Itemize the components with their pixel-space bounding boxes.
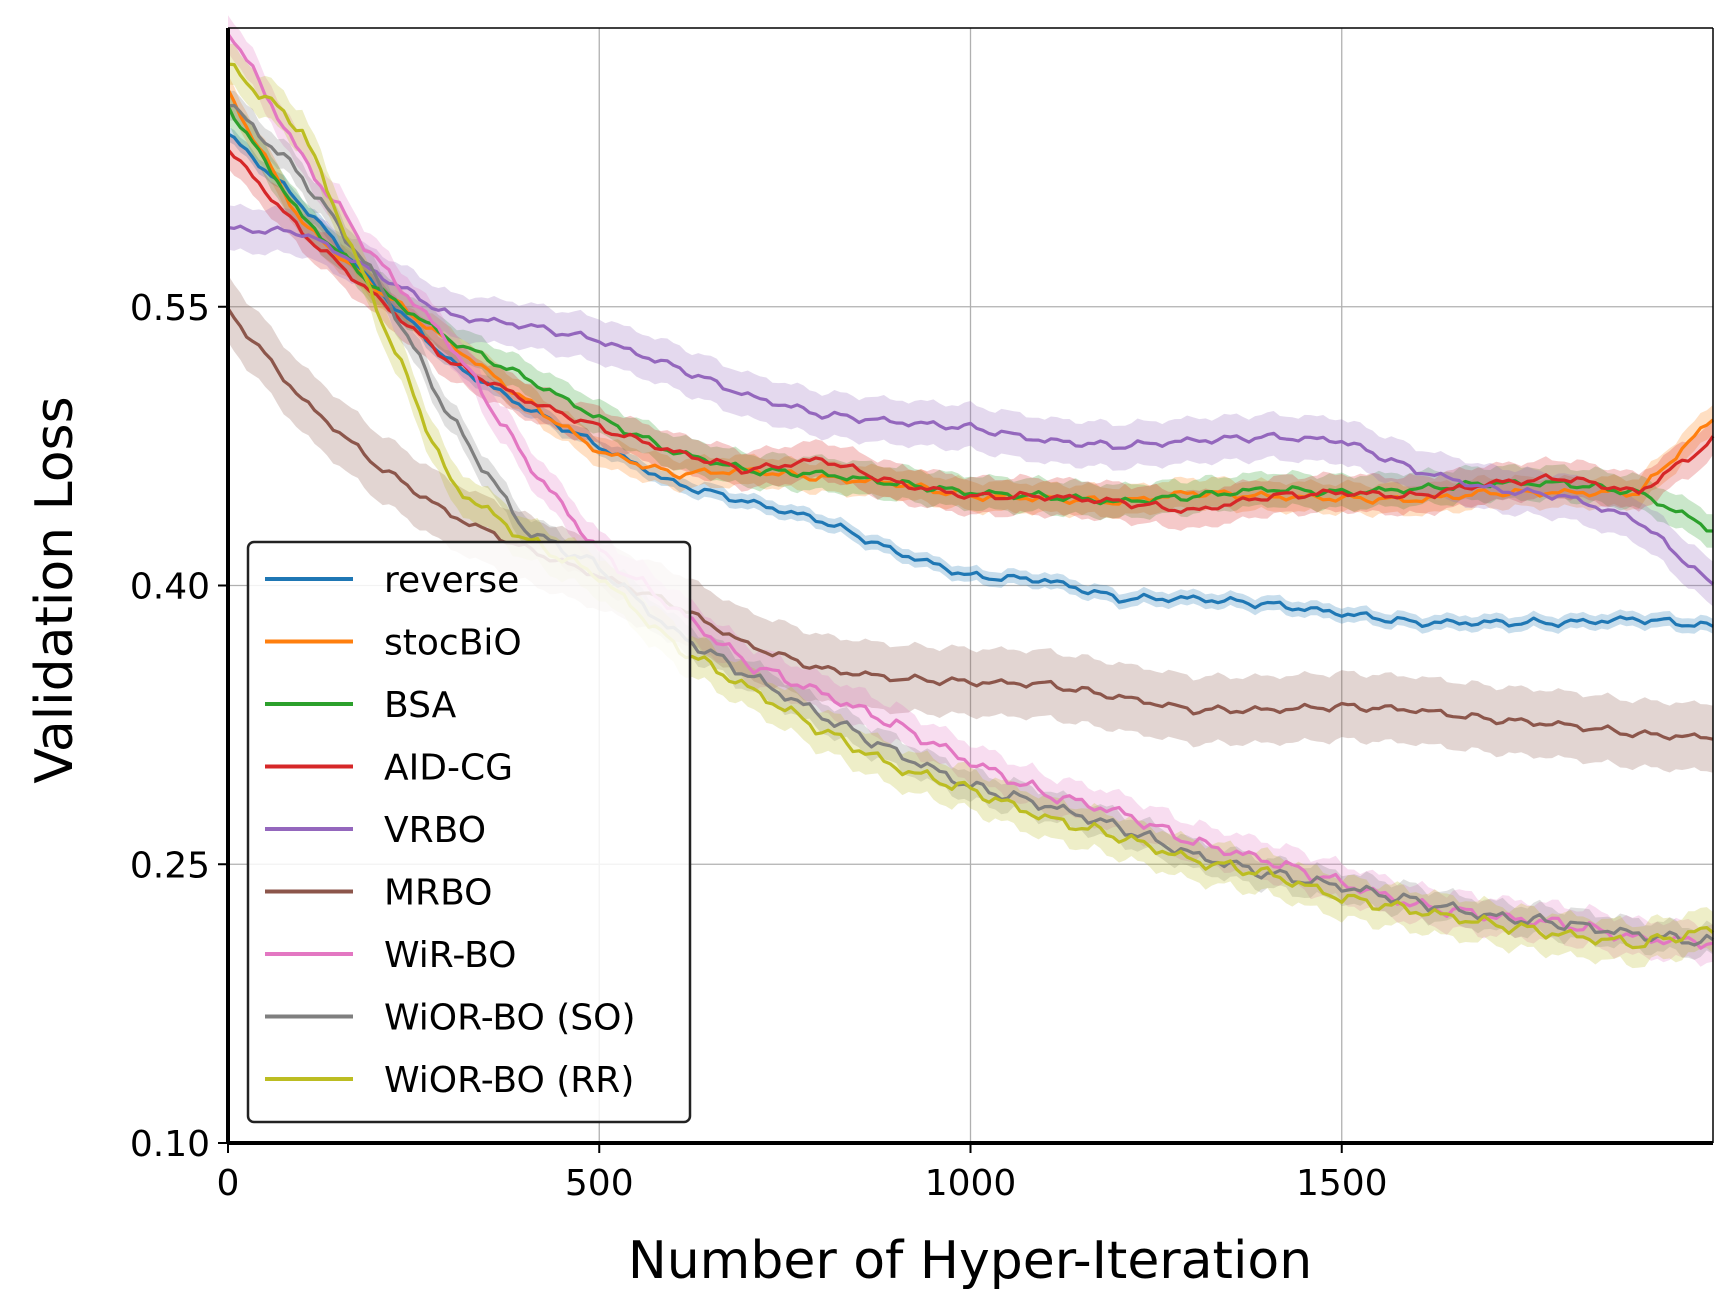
legend-item: WiR-BO <box>265 935 516 976</box>
legend-label: AID-CG <box>384 748 513 789</box>
legend-label: WiOR-BO (RR) <box>384 1060 634 1101</box>
y-tick-label: 0.25 <box>130 845 210 886</box>
x-tick-label: 500 <box>565 1163 634 1204</box>
legend-label: MRBO <box>384 873 492 914</box>
legend-item: WiOR-BO (SO) <box>265 998 636 1039</box>
x-axis-ticks: 0 500 1000 1500 <box>217 1143 1388 1204</box>
legend-label: VRBO <box>384 810 486 851</box>
legend-label: WiOR-BO (SO) <box>384 998 636 1039</box>
band-aid-cg <box>228 130 1713 531</box>
x-axis-label: Number of Hyper-Iteration <box>628 1231 1312 1291</box>
series-line-mrbo <box>226 307 1714 741</box>
legend: reverse stocBiO BSA AID-CG VRBO MRBO WiR-BO WiO… <box>246 540 692 1124</box>
legend-item: WiOR-BO (RR) <box>265 1060 634 1101</box>
legend-item: stocBiO <box>265 623 522 664</box>
legend-label: WiR-BO <box>384 935 516 976</box>
legend-item: BSA <box>265 685 457 726</box>
band-wir-bo <box>228 15 1713 967</box>
legend-label: BSA <box>384 685 457 726</box>
series-line-reverse <box>227 132 1714 629</box>
legend-item: AID-CG <box>265 748 513 789</box>
series-line-bsa <box>226 105 1714 533</box>
x-tick-label: 0 <box>217 1163 240 1204</box>
series-line-wior-bo-rr- <box>227 62 1715 950</box>
legend-item: reverse <box>265 560 519 601</box>
y-axis-ticks: 0.10 0.25 0.40 0.55 <box>130 288 228 1165</box>
y-axis-label: Validation Loss <box>25 396 85 783</box>
legend-label: reverse <box>384 560 519 601</box>
y-tick-label: 0.10 <box>130 1124 210 1165</box>
legend-label: stocBiO <box>384 623 522 664</box>
series-line-wir-bo <box>226 32 1714 950</box>
legend-item: VRBO <box>265 810 486 851</box>
series-line-vrbo <box>227 224 1715 586</box>
legend-item: MRBO <box>265 873 492 914</box>
x-tick-label: 1500 <box>1296 1163 1388 1204</box>
band-wior-bo-rr- <box>228 43 1713 969</box>
y-tick-label: 0.55 <box>130 288 210 329</box>
legend-box <box>246 540 692 1124</box>
y-tick-label: 0.40 <box>130 567 210 608</box>
x-tick-label: 1000 <box>925 1163 1017 1204</box>
series-lines <box>226 32 1715 950</box>
band-vrbo <box>228 203 1713 607</box>
